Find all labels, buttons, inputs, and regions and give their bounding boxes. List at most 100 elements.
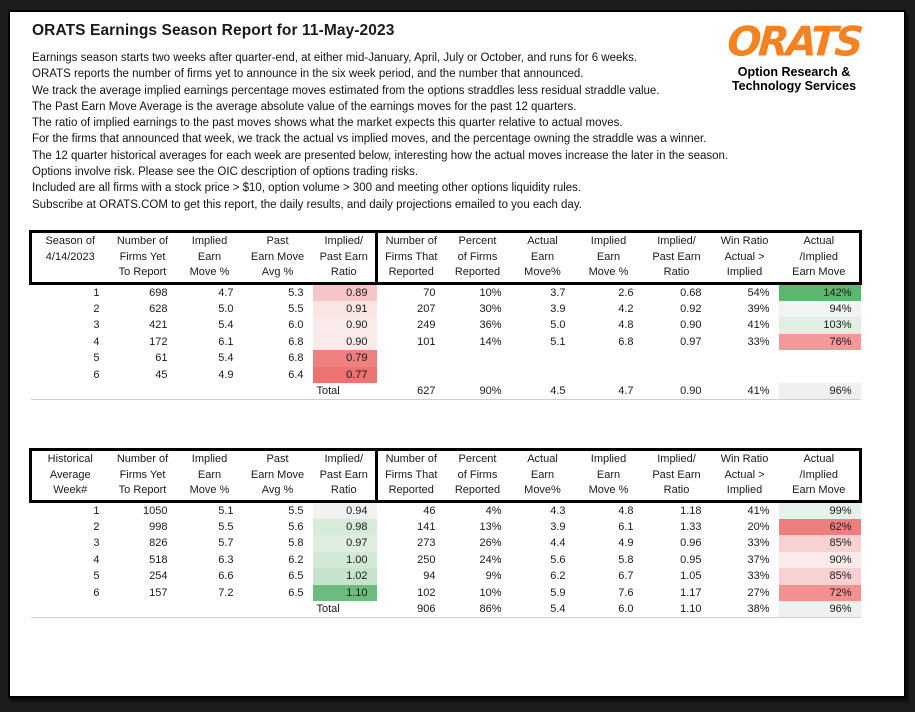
cell bbox=[242, 382, 313, 401]
description-line: Included are all firms with a stock pric… bbox=[32, 182, 582, 195]
column-header: Percent of Firms Reported bbox=[444, 448, 511, 503]
cell: 0.89 bbox=[312, 283, 377, 301]
cell: 54% bbox=[747, 286, 770, 299]
column-header-line: Past Earn bbox=[652, 468, 701, 481]
column-header-line: Ratio bbox=[663, 266, 690, 278]
column-header-line: Earn bbox=[596, 250, 621, 263]
cell: 1.33 bbox=[680, 520, 702, 533]
column-header-line: Reported bbox=[454, 484, 501, 496]
cell: 141 bbox=[417, 520, 436, 533]
cell: 4.8 bbox=[618, 504, 634, 517]
cell: 5.1 bbox=[218, 504, 234, 517]
cell: 103% bbox=[778, 317, 861, 334]
cell: 4.3 bbox=[550, 504, 566, 517]
column-header-line: Implied bbox=[726, 266, 763, 278]
cell: 4.4 bbox=[550, 537, 566, 550]
cell: 1.10 bbox=[642, 600, 711, 619]
column-header-line: Firms That bbox=[385, 468, 438, 481]
description-line: The 12 quarter historical averages for e… bbox=[32, 149, 729, 162]
column-header-line: Earn bbox=[530, 250, 555, 263]
column-header: Number of Firms Yet To Report bbox=[108, 230, 177, 285]
column-header-line: Ratio bbox=[330, 266, 357, 278]
cell bbox=[108, 600, 177, 619]
cell: 1 bbox=[93, 286, 100, 299]
table-row: 1 1050 5.1 5.5 0.94 46 4% 4.3 4.8 1.18 41% 99% bbox=[31, 501, 861, 519]
cell: 4.8 bbox=[618, 319, 634, 332]
cell: 6.5 bbox=[288, 570, 304, 583]
cell: 0.92 bbox=[680, 302, 702, 315]
column-header-line: Move % bbox=[588, 266, 629, 278]
cell bbox=[30, 382, 109, 401]
cell: 4.7 bbox=[218, 286, 234, 299]
cell: 5.0 bbox=[550, 319, 566, 332]
cell: 30% bbox=[479, 302, 502, 315]
column-header-line: Earn bbox=[596, 468, 621, 481]
table-row: 2 998 5.5 5.6 0.98 141 13% 3.9 6.1 1.33 20% 62% bbox=[31, 518, 861, 536]
column-header-line: 4/14/2023 bbox=[45, 250, 95, 263]
cell: 5.6 bbox=[550, 553, 566, 566]
cell: 90% bbox=[778, 551, 861, 569]
cell: 5.4 bbox=[218, 319, 234, 332]
cell: 142% bbox=[778, 283, 861, 301]
cell bbox=[511, 367, 575, 383]
column-header-line bbox=[32, 265, 109, 281]
description-line: The ratio of implied earnings to the pas… bbox=[32, 117, 623, 130]
cell: 70 bbox=[423, 286, 436, 299]
column-header-line: Actual bbox=[803, 235, 835, 247]
description-line: Options involve risk. Please see the OIC… bbox=[32, 166, 419, 179]
column-header-line: Win Ratio bbox=[720, 235, 769, 247]
cell: 24% bbox=[479, 553, 502, 566]
cell: 46 bbox=[423, 504, 436, 517]
column-header-line: Win Ratio bbox=[720, 453, 769, 465]
column-header-line: Reported bbox=[454, 266, 501, 278]
cell bbox=[445, 350, 511, 366]
cell: 96% bbox=[778, 382, 861, 401]
cell: 72% bbox=[778, 584, 861, 601]
column-header-line: Reported bbox=[388, 484, 434, 496]
cell: 0.98 bbox=[312, 518, 377, 536]
cell: 0.90 bbox=[312, 333, 377, 351]
column-header-line: Earn Move bbox=[250, 250, 305, 263]
column-header-line: Actual > bbox=[724, 468, 765, 481]
cell: 9% bbox=[485, 570, 502, 583]
column-header: Past Earn Move Avg % bbox=[242, 230, 313, 285]
column-header-line: Avg % bbox=[261, 484, 294, 496]
table-row: 3 421 5.4 6.0 0.90 249 36% 5.0 4.8 0.90 41% 103% bbox=[31, 317, 861, 334]
historical-average-table: Historical Average Week# Number of Firms Yet… bbox=[29, 448, 862, 619]
column-header-line: Earn bbox=[197, 468, 222, 481]
cell: 6 bbox=[93, 368, 100, 381]
cell: 38% bbox=[710, 600, 779, 619]
cell: 94 bbox=[423, 570, 436, 583]
cell: 0.96 bbox=[680, 537, 702, 550]
cell: 6.8 bbox=[618, 335, 634, 348]
total-row: Total 627 90% 4.5 4.7 0.90 41% 96% bbox=[30, 382, 861, 401]
cell: 27% bbox=[747, 586, 770, 599]
cell: 0.90 bbox=[642, 382, 711, 401]
column-header-line: Actual bbox=[527, 453, 558, 465]
column-header-line: Past bbox=[266, 235, 289, 247]
cell: 7.2 bbox=[218, 586, 234, 599]
column-header-line: Actual bbox=[527, 235, 558, 247]
column-header: Number of Firms That Reported bbox=[375, 230, 445, 285]
column-header-line: Percent bbox=[458, 235, 497, 247]
cell bbox=[377, 367, 445, 383]
cell bbox=[377, 350, 445, 366]
column-header-line: of Firms bbox=[457, 468, 498, 481]
cell: 6.8 bbox=[288, 335, 304, 348]
cell: 518 bbox=[149, 553, 168, 566]
cell: 3.7 bbox=[550, 286, 566, 299]
column-header: Implied/Past Earn Ratio bbox=[642, 230, 711, 285]
cell bbox=[711, 367, 779, 383]
cell: 33% bbox=[747, 335, 770, 348]
column-header: Actual/Implied Earn Move bbox=[778, 448, 862, 503]
cell: 37% bbox=[747, 553, 770, 566]
cell: 6 bbox=[93, 586, 100, 599]
cell: 41% bbox=[747, 504, 770, 517]
cell: 6.0 bbox=[288, 319, 304, 332]
column-header-line: Actual > bbox=[724, 250, 765, 263]
report-page: ORATS Earnings Season Report for 11-May-… bbox=[8, 10, 906, 698]
column-header: Implied Earn Move % bbox=[176, 230, 243, 285]
cell: 5 bbox=[93, 352, 100, 365]
cell: 5.7 bbox=[218, 537, 234, 550]
cell: 249 bbox=[417, 319, 436, 332]
